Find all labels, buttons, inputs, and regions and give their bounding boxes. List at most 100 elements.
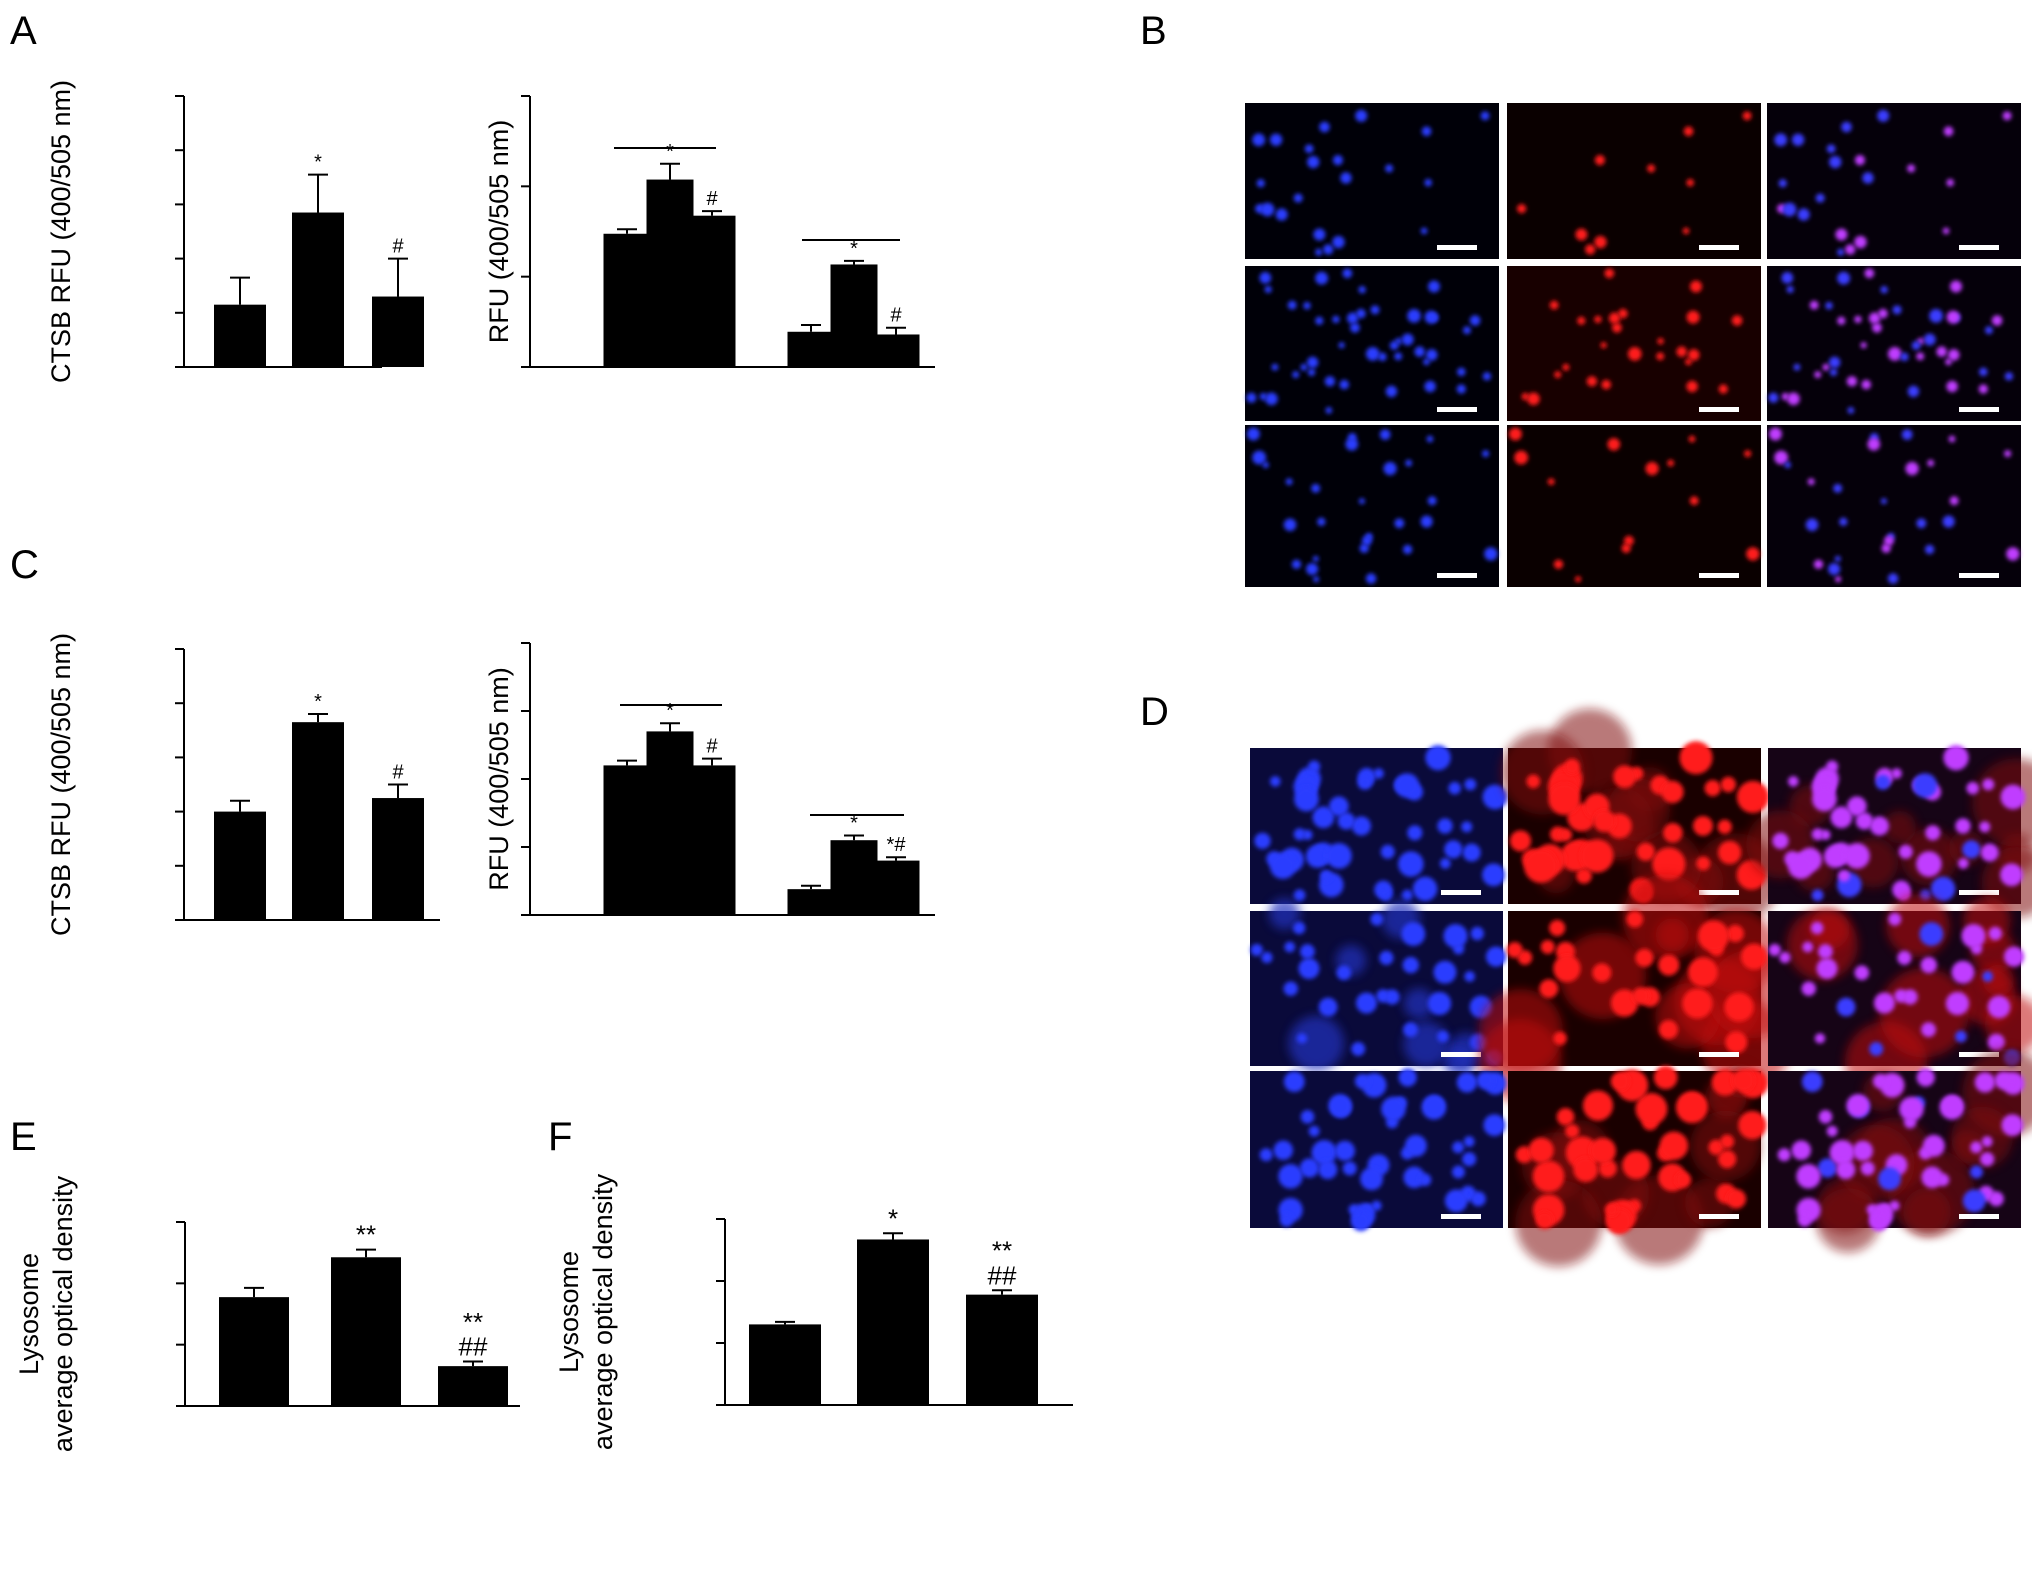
lysosome-dot xyxy=(1517,204,1527,214)
merged-dot xyxy=(1979,821,1991,833)
merged-dot xyxy=(1887,346,1902,361)
bar xyxy=(438,1366,508,1406)
nucleus-dot xyxy=(1259,392,1267,401)
chart-a1: CTSB RFU (400/505 nm) * # xyxy=(46,80,424,383)
lysosome-dot xyxy=(1549,300,1559,310)
nucleus-dot xyxy=(1308,1125,1320,1137)
merged-dot xyxy=(1807,478,1815,486)
nucleus-dot xyxy=(1271,363,1279,371)
lysosome-dot xyxy=(1742,111,1752,121)
micrograph-tile xyxy=(1767,103,2021,259)
merged-dot xyxy=(1829,368,1838,377)
micrograph-tile xyxy=(1507,425,1761,587)
merged-dot xyxy=(2000,863,2023,887)
merged-dot xyxy=(1877,109,1890,122)
merged-dot xyxy=(1836,997,1856,1017)
merged-dot xyxy=(1916,518,1927,529)
charts: CTSB RFU (400/505 nm) *# RFU (400/505 nm) *… xyxy=(14,80,1073,1452)
lysosome-dot xyxy=(1509,830,1532,852)
merged-dot xyxy=(1920,956,1937,974)
scale-bar xyxy=(1959,245,1999,250)
lysosome-dot xyxy=(1731,315,1743,326)
nucleus-dot xyxy=(1328,1093,1352,1118)
nucleus-dot xyxy=(1379,429,1391,440)
merged-dot xyxy=(1845,244,1856,255)
nucleus-dot xyxy=(1346,312,1359,324)
nucleus-dot xyxy=(1457,367,1466,377)
merged-dot xyxy=(1907,385,1920,398)
merged-dot xyxy=(1878,1167,1902,1191)
micrograph-background xyxy=(1245,266,1499,421)
nucleus-dot xyxy=(1292,371,1300,379)
lysosome-dot xyxy=(1683,126,1694,137)
significance-mark: # xyxy=(706,736,718,758)
significance-mark: # xyxy=(890,305,902,327)
lysosome-dot xyxy=(1592,963,1612,983)
nucleus-dot xyxy=(1354,1073,1370,1089)
lysosome-dot xyxy=(1611,322,1622,333)
lysosome-dot xyxy=(1725,1031,1748,1054)
merged-dot xyxy=(1846,1093,1870,1118)
lysosome-dot xyxy=(1740,943,1768,970)
merged-dot xyxy=(1994,1071,2013,1090)
significance-mark: *# xyxy=(887,834,907,856)
lysosome-dot xyxy=(1662,822,1683,843)
merged-dot xyxy=(1991,315,2003,326)
nucleus-dot xyxy=(1394,352,1403,361)
lysosome-dot xyxy=(1738,1110,1767,1140)
nucleus-dot xyxy=(1401,922,1426,946)
lysosome-glow xyxy=(1886,894,1950,958)
lysosome-dot xyxy=(1692,815,1713,836)
bar xyxy=(966,1294,1038,1405)
nucleus-dot xyxy=(1394,518,1405,529)
nucleus-dot xyxy=(1300,1110,1315,1124)
lysosome-dot xyxy=(1656,352,1665,361)
nucleus-dot xyxy=(1407,308,1421,323)
merged-dot xyxy=(1829,155,1842,169)
nucleus-dot xyxy=(1278,1164,1303,1189)
nucleus-dot xyxy=(1404,1134,1427,1157)
merged-dot xyxy=(1875,774,1891,790)
merged-dot xyxy=(1829,1140,1855,1166)
nucleus-dot xyxy=(1360,1167,1384,1191)
merged-dot xyxy=(1837,271,1851,285)
bar xyxy=(830,840,878,915)
nucleus-dot xyxy=(1351,816,1371,836)
merged-dot xyxy=(1878,308,1888,319)
nucleus-dot xyxy=(1464,971,1476,982)
merged-dot xyxy=(1980,843,1999,862)
lysosome-dot xyxy=(1562,363,1570,371)
merged-dot xyxy=(1897,950,1912,965)
merged-dot xyxy=(1880,286,1888,294)
lysosome-dot xyxy=(1627,346,1642,361)
nucleus-dot xyxy=(1355,109,1368,122)
merged-dot xyxy=(1921,1166,1944,1189)
nucleus-dot xyxy=(1283,1071,1305,1093)
merged-dot xyxy=(1860,1161,1875,1176)
merged-dot xyxy=(1811,828,1824,841)
lysosome-dot xyxy=(1697,920,1730,952)
nucleus-dot xyxy=(1461,821,1473,833)
merged-dot xyxy=(1891,768,1902,779)
nucleus-dot xyxy=(1303,301,1311,310)
significance-mark: * xyxy=(850,238,858,260)
merged-dot xyxy=(1955,1030,1967,1043)
merged-dot xyxy=(1979,367,1988,377)
nucleus-dot xyxy=(1414,346,1425,358)
nucleus-dot xyxy=(1403,1022,1418,1038)
lysosome-dot xyxy=(1600,342,1607,349)
lysosome-dot xyxy=(1686,310,1700,324)
nucleus-dot xyxy=(1308,760,1321,773)
micrograph-tile xyxy=(1250,1068,1507,1232)
merged-dot xyxy=(1949,280,1963,293)
y-axis-label: RFU (400/505 nm) xyxy=(484,667,514,891)
nucleus-dot xyxy=(1424,380,1436,393)
lysosome-dot xyxy=(1540,940,1555,954)
lysosome-dot xyxy=(1601,379,1612,390)
scale-bar xyxy=(1441,890,1481,895)
lysosome-glow xyxy=(1903,1188,1951,1236)
merged-dot xyxy=(1925,825,1941,841)
merged-dot xyxy=(1923,333,1936,346)
nucleus-dot xyxy=(1317,517,1326,526)
lysosome-dot xyxy=(1635,1093,1668,1125)
